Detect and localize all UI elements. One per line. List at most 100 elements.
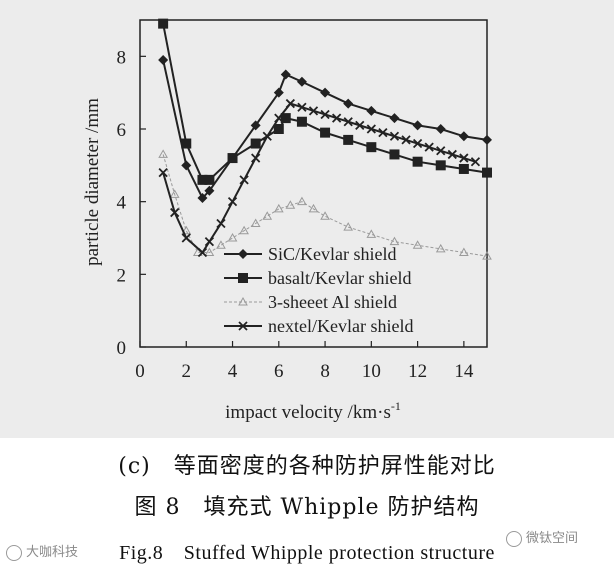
x-tick-label-6: 12 xyxy=(408,361,427,382)
series-3-point-25 xyxy=(447,149,457,160)
series-3-point-2-b xyxy=(181,233,191,243)
series-1-point-4 xyxy=(227,153,238,164)
series-3-point-18 xyxy=(366,124,376,134)
series-3-point-5-b xyxy=(216,218,226,229)
x-axis-label-main: impact velocity /km·s xyxy=(225,402,391,423)
series-3-point-27-b xyxy=(470,157,481,167)
series-1-point-16 xyxy=(482,167,492,178)
line-chart: 0 2 4 6 8 10 12 14 0 2 4 6 8 SiC/Kevlar shield basalt… xyxy=(82,18,492,423)
series-2-point-15 xyxy=(343,222,354,231)
legend-swatch-marker-3 xyxy=(238,321,248,331)
legend-swatch-marker-2 xyxy=(238,296,248,306)
series-1-point-5 xyxy=(250,138,261,149)
series-3-point-12 xyxy=(297,102,307,112)
series-3-point-11 xyxy=(285,98,296,109)
series-0-point-15 xyxy=(458,131,469,142)
figure-caption-english: Fig.8 Stuffed Whipple protection structu… xyxy=(119,542,495,564)
x-tick-label-7: 14 xyxy=(454,361,474,382)
series-3-point-3-b xyxy=(197,247,208,258)
series-0-point-7 xyxy=(280,69,291,80)
series-3-point-11-b xyxy=(285,98,296,109)
series-2-point-16 xyxy=(366,229,377,238)
series-3-point-14-b xyxy=(320,109,330,120)
x-axis-label-sup: -1 xyxy=(391,399,401,413)
series-0-point-8 xyxy=(296,76,307,87)
series-3-point-20 xyxy=(389,131,400,141)
series-1-point-2 xyxy=(197,174,208,185)
series-3-point-24 xyxy=(436,146,446,156)
legend-swatch-marker-0 xyxy=(238,249,248,259)
series-3-point-4-b xyxy=(204,236,215,247)
series-3-point-24-b xyxy=(436,146,446,156)
series-2-point-7 xyxy=(239,225,249,235)
series-1-point-13 xyxy=(412,156,423,167)
series-3-point-1-b xyxy=(170,207,180,218)
series-0-point-14 xyxy=(435,124,446,134)
series-2-point-6 xyxy=(227,232,238,242)
y-tick-label-3: 6 xyxy=(117,120,127,141)
series-3-point-22-b xyxy=(412,138,423,149)
watermark-logo-icon xyxy=(6,544,22,561)
series-3-point-10-b xyxy=(274,113,284,123)
series-2-point-3 xyxy=(192,247,203,257)
series-2-point-2 xyxy=(181,225,192,235)
series-1-point-12 xyxy=(389,149,400,160)
series-1-point-14 xyxy=(435,160,446,171)
legend-item-3: nextel/Kevlar shield xyxy=(224,316,413,336)
series-2-point-0 xyxy=(158,149,168,158)
series-0-point-1 xyxy=(181,160,192,171)
series-3-point-4 xyxy=(204,236,215,247)
series-3-point-7 xyxy=(239,175,249,185)
series-3 xyxy=(158,98,481,258)
series-0-point-13 xyxy=(412,120,423,131)
chart-figure: 0 2 4 6 8 10 12 14 0 2 4 6 8 SiC/Kevlar shield basalt… xyxy=(0,0,614,438)
series-3-point-17-b xyxy=(355,120,365,131)
series-1-point-8 xyxy=(296,116,307,127)
series-3-point-8-b xyxy=(251,153,261,163)
series-3-point-17 xyxy=(355,120,365,131)
series-2-point-20 xyxy=(459,247,469,257)
legend-item-2: 3-sheeet Al shield xyxy=(224,292,397,312)
series-0-point-12 xyxy=(389,113,400,124)
series-3-point-10 xyxy=(274,113,284,123)
series-1-point-6 xyxy=(273,124,284,134)
series-0-point-9 xyxy=(320,87,331,98)
series-3-point-13 xyxy=(308,106,319,116)
series-2-point-4 xyxy=(204,247,215,257)
series-3-point-14 xyxy=(320,109,330,120)
series-3-point-13-b xyxy=(308,106,319,116)
series-3-point-19 xyxy=(378,127,388,138)
watermark-left-text: 大咖科技 xyxy=(26,545,79,560)
y-tick-label-1: 2 xyxy=(117,265,127,286)
series-3-point-21 xyxy=(401,135,411,145)
series-0-point-16 xyxy=(482,134,492,145)
series-2-point-8 xyxy=(250,218,261,227)
y-tick-label-2: 4 xyxy=(117,193,127,214)
series-3-point-7-b xyxy=(239,175,249,185)
series-3-point-0 xyxy=(158,167,168,178)
legend: SiC/Kevlar shield basalt/Kevlar shield 3-s… xyxy=(224,244,413,336)
y-tick-label-4: 8 xyxy=(117,47,127,68)
legend-item-0: SiC/Kevlar shield xyxy=(224,244,397,264)
x-tick-label-4: 8 xyxy=(320,361,330,382)
series-3-line xyxy=(162,102,476,255)
series-1-line xyxy=(162,23,488,181)
series-1-point-9 xyxy=(320,127,331,138)
series-2-point-5 xyxy=(216,240,226,249)
series-3-point-1 xyxy=(170,207,180,218)
series-2-point-9 xyxy=(262,211,273,220)
series-3-point-27 xyxy=(470,157,481,167)
subfigure-caption: (c) 等面密度的各种防护屏性能对比 xyxy=(118,454,496,479)
series-2-point-17 xyxy=(389,236,400,246)
series-2-point-18 xyxy=(412,240,423,249)
series-2-point-14 xyxy=(320,211,330,220)
legend-swatch-marker-1 xyxy=(238,273,248,283)
x-tick-label-1: 2 xyxy=(182,361,192,382)
series-3-point-21-b xyxy=(401,135,411,145)
y-axis-label: particle diameter /mm xyxy=(82,98,103,266)
series-2-point-19 xyxy=(435,243,446,253)
legend-label-0: SiC/Kevlar shield xyxy=(268,244,397,264)
series-3-point-25-b xyxy=(447,149,457,160)
series-3-point-19-b xyxy=(378,127,388,138)
figure-caption-chinese: 图 8 填充式 Whipple 防护结构 xyxy=(134,495,480,520)
